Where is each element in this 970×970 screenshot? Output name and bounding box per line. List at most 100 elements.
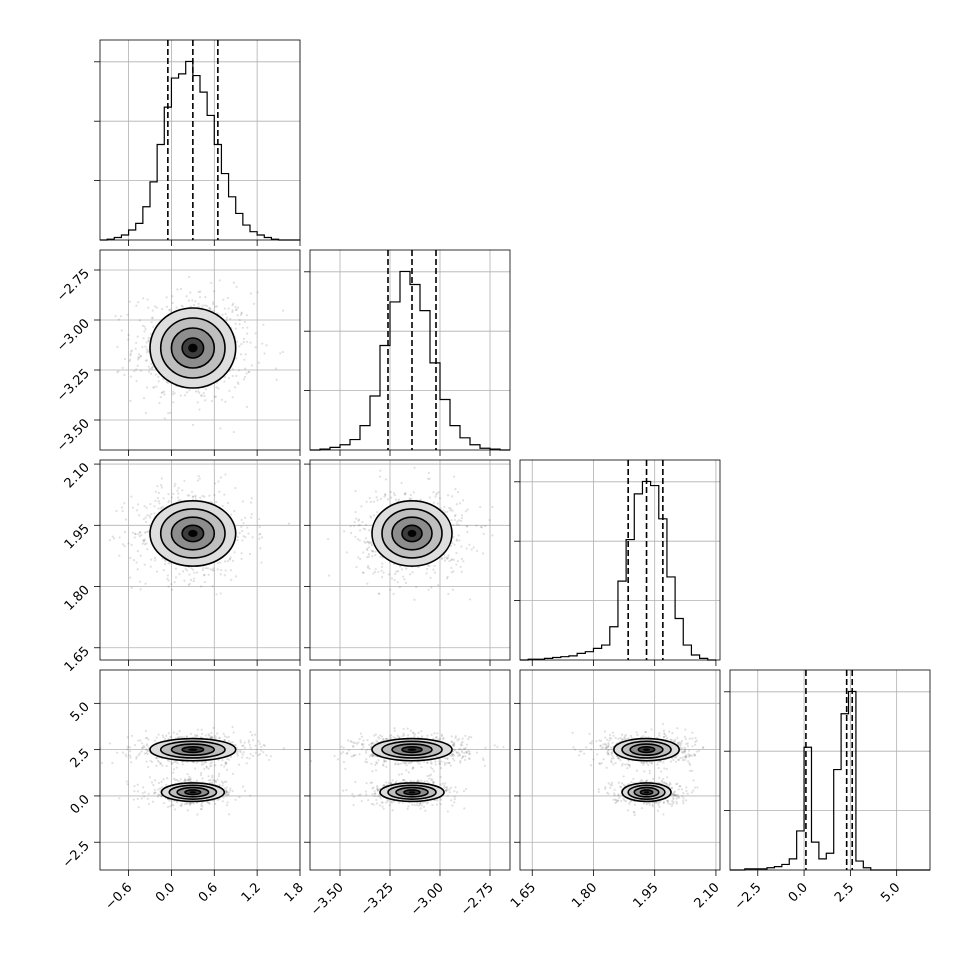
scatter-point <box>156 496 159 500</box>
scatter-point <box>143 745 146 749</box>
scatter-point <box>392 492 396 495</box>
scatter-point <box>128 359 131 363</box>
scatter-point <box>133 536 136 539</box>
scatter-point <box>371 755 374 758</box>
scatter-point <box>382 738 385 741</box>
scatter-point <box>455 503 459 506</box>
scatter-point <box>426 801 430 804</box>
scatter-point <box>376 499 379 502</box>
scatter-point <box>464 746 467 749</box>
scatter-point <box>240 518 243 521</box>
scatter-point <box>156 795 160 798</box>
scatter-point <box>191 568 195 571</box>
scatter-point <box>135 561 138 564</box>
scatter-point <box>176 732 179 736</box>
scatter-point <box>665 767 668 771</box>
scatter-point <box>389 733 393 737</box>
scatter-point <box>372 803 375 806</box>
scatter-point <box>215 500 218 504</box>
histogram-2-steps <box>520 480 716 661</box>
scatter-point <box>246 526 249 529</box>
scatter-point <box>194 494 197 497</box>
scatter-point <box>464 787 468 791</box>
histogram-bar <box>370 396 380 450</box>
scatter-point <box>451 757 455 760</box>
scatter-point <box>391 779 394 782</box>
scatter-point <box>146 744 149 747</box>
scatter-point <box>160 780 163 783</box>
scatter-point <box>204 734 208 737</box>
scatter-point <box>146 530 149 533</box>
scatter-point <box>140 534 143 537</box>
histogram-bar <box>350 440 360 450</box>
scatter-point <box>149 502 152 506</box>
panel-frame <box>309 669 511 871</box>
scatter-point <box>151 309 154 312</box>
scatter-point <box>411 571 414 574</box>
scatter-point <box>116 371 119 374</box>
scatter-point <box>188 803 192 806</box>
scatter-point <box>619 736 622 740</box>
scatter-point <box>364 760 367 763</box>
scatter-point <box>239 313 242 316</box>
scatter-point <box>223 739 226 742</box>
scatter-point <box>443 505 446 508</box>
scatter-point <box>194 390 198 393</box>
scatter-point <box>371 550 374 553</box>
scatter-point <box>258 742 261 745</box>
scatter-point <box>138 580 141 583</box>
scatter-point <box>377 759 380 762</box>
scatter-point <box>372 572 375 575</box>
scatter-point <box>445 577 449 580</box>
scatter-point <box>191 423 195 427</box>
scatter-point <box>221 504 224 508</box>
scatter-point <box>231 772 235 775</box>
scatter-point <box>401 801 404 804</box>
scatter-point <box>245 340 249 344</box>
scatter-point <box>420 779 423 782</box>
scatter-point <box>162 778 165 781</box>
scatter-point <box>457 738 460 741</box>
scatter-point <box>450 735 453 738</box>
scatter-point <box>453 748 457 752</box>
scatter-point <box>216 778 219 781</box>
scatter-point <box>443 511 447 514</box>
panel-content <box>100 250 300 450</box>
scatter-point <box>468 757 471 760</box>
scatter-point <box>198 477 201 480</box>
scatter-point <box>143 795 146 798</box>
panel-content <box>100 460 300 660</box>
scatter-point <box>165 380 168 383</box>
scatter-point <box>135 380 138 383</box>
density-level <box>407 748 417 751</box>
scatter-point <box>229 787 232 790</box>
scatter-point <box>146 298 149 301</box>
scatter-point <box>149 332 152 336</box>
scatter-point <box>234 322 237 325</box>
scatter-point <box>408 497 411 500</box>
scatter-point <box>354 741 357 745</box>
scatter-point <box>130 734 134 738</box>
scatter-point <box>143 330 146 333</box>
scatter-point <box>194 735 197 739</box>
scatter-point <box>248 757 251 760</box>
scatter-point <box>218 772 221 775</box>
scatter-point <box>448 788 451 791</box>
scatter-point <box>206 800 210 803</box>
scatter-point <box>207 733 210 736</box>
scatter-point <box>236 535 239 539</box>
scatter-point <box>231 368 234 371</box>
scatter-point <box>236 306 240 309</box>
scatter-point <box>403 492 407 495</box>
scatter-point <box>172 768 176 771</box>
histogram-0-steps <box>100 60 300 241</box>
scatter-point <box>345 551 348 554</box>
scatter-point <box>214 482 217 485</box>
scatter-point <box>160 795 163 798</box>
scatter-point <box>231 310 234 314</box>
scatter-point <box>204 761 207 764</box>
scatter-point <box>369 500 373 503</box>
scatter-point <box>249 501 253 504</box>
scatter-point <box>254 751 257 754</box>
scatter-point <box>145 751 148 754</box>
